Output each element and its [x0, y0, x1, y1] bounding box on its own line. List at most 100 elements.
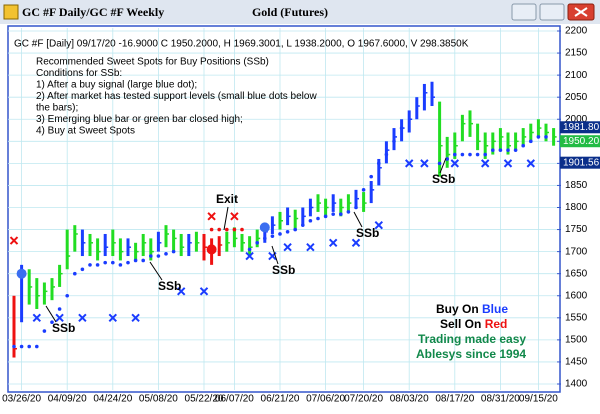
support-dot [103, 260, 107, 265]
support-dot [126, 260, 130, 265]
support-dot [453, 152, 457, 157]
blue-x [55, 313, 64, 323]
support-dot [35, 344, 39, 349]
title-bar [0, 0, 600, 24]
support-dot [354, 205, 358, 210]
restore-button[interactable] [539, 3, 565, 21]
x-tick-label: 06/21/20 [261, 394, 300, 405]
support-dot [331, 212, 336, 216]
x-tick-label: 08/03/20 [390, 394, 429, 405]
support-dot [301, 223, 305, 227]
blue-x [199, 287, 209, 296]
support-dot [156, 254, 161, 258]
window-center-title: Gold (Futures) [252, 5, 328, 19]
support-dot [12, 344, 16, 349]
minimize-button[interactable] [511, 3, 537, 21]
x-tick-label: 07/06/20 [306, 394, 345, 405]
y-tick-label: 1750 [565, 224, 588, 235]
support-dot [506, 148, 510, 152]
x-tick-label: 07/20/20 [344, 394, 383, 405]
arrow [271, 245, 279, 265]
x-tick-label: 05/22/20 [185, 394, 224, 405]
support-dot [255, 241, 259, 245]
marks [9, 81, 557, 358]
support-dot [468, 152, 472, 157]
y-tick-label: 2100 [565, 70, 588, 81]
annotation: Exit [216, 192, 238, 206]
y-tick-label: 1400 [565, 379, 588, 390]
notes: Recommended Sweet Spots for Buy Position… [36, 57, 317, 137]
support-dot [111, 260, 115, 265]
support-dot [149, 254, 153, 258]
y-tick-label: 1600 [565, 290, 588, 301]
slogan: Trading made easy [418, 332, 526, 346]
support-dot [293, 227, 298, 232]
annotation: SSb [158, 279, 181, 293]
support-dot [308, 218, 313, 223]
support-dot [377, 161, 381, 166]
blue-x [131, 313, 140, 323]
support-dot [278, 232, 282, 236]
price-box [560, 135, 600, 148]
y-tick-label: 1550 [565, 312, 588, 323]
support-dot [19, 344, 24, 349]
price-box [560, 121, 600, 134]
support-dot [316, 216, 320, 221]
support-dot [247, 247, 252, 252]
red-x [230, 212, 239, 221]
resistance-dot [240, 227, 244, 232]
support-dot [544, 135, 548, 139]
blue-x [32, 313, 42, 323]
y-tick-label: 2200 [565, 26, 588, 37]
y-tick-label: 2150 [565, 48, 588, 59]
y-tick-label: 1500 [565, 335, 588, 346]
slogan: Ablesys since 1994 [416, 347, 526, 361]
header-info: GC #F [Daily] 09/17/20 -16.9000 C 1950.2… [14, 39, 469, 50]
support-dot [141, 258, 145, 263]
support-dot [164, 252, 168, 256]
y-tick-label: 1700 [565, 246, 588, 257]
x-tick-label: 03/26/20 [2, 394, 41, 405]
support-dot [475, 152, 480, 157]
support-dot [73, 271, 77, 276]
annotation: SSb [432, 172, 455, 186]
price-box-label: 1901.56 [563, 157, 600, 168]
support-dot [399, 126, 404, 130]
arrow [439, 157, 447, 174]
blue-x [450, 159, 460, 168]
note-line: the bars); [36, 103, 78, 114]
x-tick-label: 04/24/20 [93, 394, 132, 405]
legend-text: Buy On [436, 302, 482, 316]
window-title: GC #F Daily/GC #F Weekly [22, 5, 164, 19]
y-tick-label: 1650 [565, 268, 588, 279]
arrow [45, 305, 57, 323]
y-tick-label: 1450 [565, 357, 588, 368]
support-dot [339, 212, 343, 216]
blue-x [328, 238, 338, 248]
x-tick-label: 05/08/20 [139, 394, 178, 405]
support-dot [460, 152, 465, 157]
annotation: SSb [52, 321, 75, 335]
resistance-dot [209, 227, 214, 232]
support-dot [118, 263, 123, 267]
price-box-label: 1981.80 [563, 122, 600, 133]
blue-x [351, 238, 361, 248]
note-line: 1) After a buy signal (large blue dot); [36, 80, 197, 91]
blue-x [404, 159, 414, 168]
blue-x [283, 243, 292, 252]
red-x [207, 212, 216, 221]
price-box-label: 1950.20 [563, 136, 600, 147]
support-dot [285, 229, 290, 234]
buy-signal [16, 268, 27, 279]
arrow [353, 211, 363, 228]
blue-x [78, 313, 87, 323]
support-dot [171, 249, 176, 254]
support-dot [88, 263, 92, 267]
support-dot [521, 143, 525, 148]
support-dot [498, 148, 503, 152]
support-dot [529, 139, 533, 144]
note-line: 3) Emerging blue bar or green bar closed… [36, 114, 243, 125]
blue-x [108, 313, 118, 323]
price-box [560, 156, 600, 169]
